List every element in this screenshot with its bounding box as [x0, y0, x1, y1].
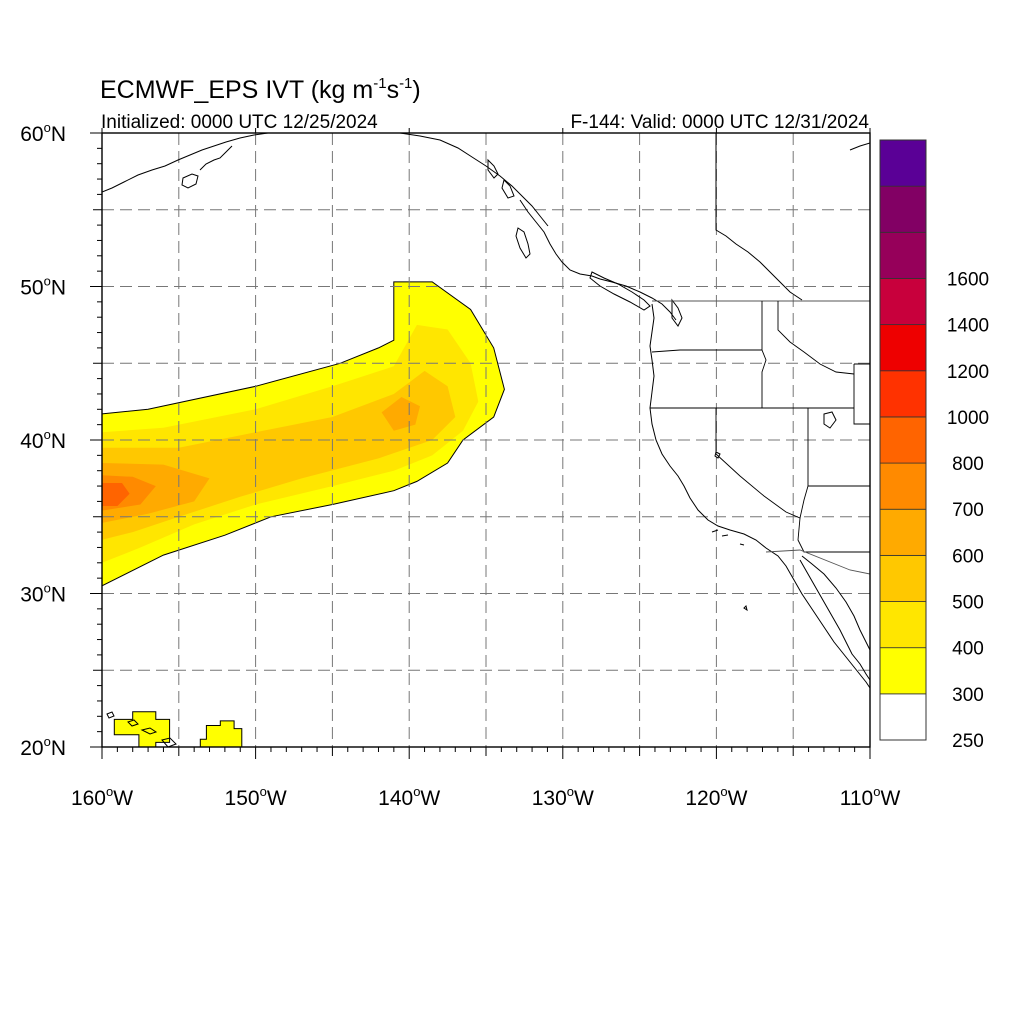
lon-tick-label: 150oW	[225, 784, 287, 810]
colorbar-swatch	[879, 416, 927, 464]
colorbar-label: 800	[952, 454, 984, 475]
alexander-archipelago	[487, 158, 515, 199]
colorbar-swatch	[879, 324, 927, 372]
colorbar-swatch	[879, 139, 927, 187]
california-nevada-border	[715, 408, 809, 519]
ivt-hawaii-patch-1	[199, 720, 243, 747]
valid-time: F-144: Valid: 0000 UTC 12/31/2024	[570, 112, 869, 133]
ivt-contour-6	[102, 483, 130, 506]
colorbar-label: 1000	[947, 408, 989, 429]
axis-labels: 160oW 150oW 140oW 130oW 120oW 110oW 20oN 30oN 40…	[20, 120, 900, 810]
lon-tick-label: 140oW	[378, 784, 440, 810]
colorbar-label: 1200	[947, 362, 989, 383]
kodiak-island	[181, 173, 199, 189]
southeast-alaska-coast	[519, 199, 601, 280]
arizona-border	[797, 517, 870, 553]
us-mexico-border	[765, 549, 870, 575]
lat-tick-label: 50oN	[20, 274, 66, 300]
colorbar-label: 700	[952, 500, 984, 521]
colorbar-label: 250	[952, 731, 984, 752]
colorbar-swatch	[879, 278, 927, 326]
bc-alberta-border	[715, 133, 803, 301]
colorbar-label: 1600	[947, 269, 989, 290]
colorbar-label: 600	[952, 546, 984, 567]
lat-tick-label: 30oN	[20, 581, 66, 607]
lat-tick-label: 60oN	[20, 120, 66, 146]
kauai	[106, 711, 115, 719]
oahu-maui	[127, 719, 158, 735]
colorbar-swatch	[879, 462, 927, 510]
lake-tahoe	[714, 451, 721, 459]
channel-islands	[711, 529, 745, 546]
colorbar-swatch	[879, 554, 927, 602]
axis-ticks	[90, 128, 871, 759]
idaho-montana-border	[777, 301, 855, 375]
big-island	[161, 737, 177, 747]
lat-tick-label: 40oN	[20, 427, 66, 453]
alaska-peninsula-coast	[102, 133, 269, 193]
initialized-time: Initialized: 0000 UTC 12/25/2024	[101, 112, 378, 133]
lon-tick-label: 130oW	[532, 784, 594, 810]
ivt-hawaii-patch-0	[113, 711, 171, 747]
colorbar-swatch	[879, 601, 927, 649]
kenai-coast	[199, 145, 233, 171]
bc-mainland-coast	[599, 278, 677, 321]
lon-tick-label: 110oW	[840, 784, 901, 810]
northeast-corner-coast	[849, 142, 870, 151]
baja-peninsula-inner	[799, 559, 870, 681]
gulf-of-california-east	[801, 555, 870, 651]
colorbar-label: 1400	[947, 316, 989, 337]
ivt-shading	[102, 281, 505, 747]
lat-tick-label: 20oN	[20, 734, 66, 760]
chart-title: ECMWF_EPS IVT (kg m-1s-1)	[100, 75, 421, 104]
colorbar-swatch	[879, 508, 927, 556]
guadalupe-island	[743, 605, 748, 612]
coastlines	[102, 133, 870, 747]
us-west-coast	[649, 303, 870, 689]
colorbar-swatch	[879, 370, 927, 418]
colorbar-swatch	[879, 231, 927, 279]
oregon-idaho-border	[761, 301, 767, 408]
puget-sound	[671, 298, 683, 327]
haida-gwaii	[515, 227, 531, 259]
colorbar-label: 300	[952, 685, 984, 706]
colorbar-swatch	[879, 647, 927, 695]
colorbar-frame	[879, 139, 927, 741]
gulf-of-alaska-coast	[399, 133, 549, 227]
washington-oregon-border	[651, 349, 762, 353]
colorbar: 250 300 400 500 600 700 800 1000 1200 1400 1600	[879, 139, 989, 752]
colorbar-label: 400	[952, 639, 984, 660]
colorbar-swatch	[879, 693, 927, 741]
lon-tick-label: 160oW	[71, 784, 133, 810]
colorbar-label: 500	[952, 593, 984, 614]
great-salt-lake	[823, 411, 837, 429]
lon-tick-label: 120oW	[685, 784, 747, 810]
ivt-contour-4	[381, 397, 420, 431]
colorbar-swatch	[879, 185, 927, 233]
wyoming-box	[853, 363, 870, 425]
